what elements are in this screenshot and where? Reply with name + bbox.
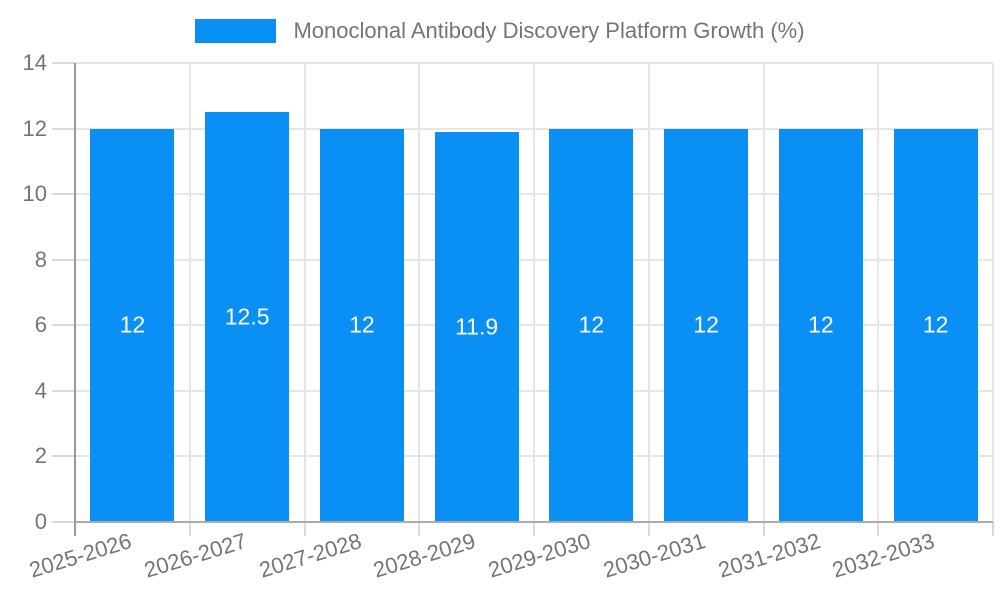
- y-axis-tick: [52, 521, 75, 523]
- x-axis-label-2026-2027: 2026-2027: [141, 528, 250, 583]
- y-axis-tick-label: 2: [34, 443, 47, 469]
- x-axis-baseline: [75, 521, 993, 523]
- gridline-vertical: [647, 63, 650, 522]
- bar-value-label: 12: [693, 311, 719, 338]
- gridline-vertical: [533, 63, 535, 522]
- y-axis-tick-label: 0: [34, 509, 47, 534]
- bar-2030-2031[interactable]: [664, 128, 749, 522]
- bar-value-label: 11.9: [455, 313, 499, 340]
- bar-2031-2032[interactable]: [778, 128, 863, 522]
- y-axis-tick: [52, 193, 75, 196]
- y-axis-tick-label: 12: [22, 115, 47, 141]
- bar-2028-2029[interactable]: [434, 131, 519, 522]
- x-axis-tick: [762, 522, 765, 536]
- y-axis-tick-label: 4: [34, 377, 47, 403]
- x-axis-tick: [188, 522, 191, 536]
- y-axis-tick: [52, 455, 75, 458]
- x-axis-label-2025-2026: 2025-2026: [26, 528, 135, 583]
- x-axis-tick: [303, 522, 306, 536]
- x-axis-label-2028-2029: 2028-2029: [370, 528, 479, 583]
- gridline-vertical: [303, 63, 306, 522]
- gridline-vertical: [762, 63, 765, 522]
- bar-value-label: 12: [349, 311, 375, 338]
- y-axis-tick: [52, 324, 75, 327]
- y-axis-line: [74, 63, 76, 536]
- x-axis-tick: [418, 522, 421, 536]
- bar-value-label: 12: [578, 311, 605, 338]
- bar-2026-2027[interactable]: [205, 112, 290, 522]
- y-axis-tick: [52, 127, 75, 130]
- y-axis-tick: [52, 389, 75, 392]
- y-axis-tick-label: 6: [34, 312, 47, 338]
- x-axis-label-2027-2028: 2027-2028: [255, 528, 364, 583]
- x-axis-label-2030-2031: 2030-2031: [600, 528, 709, 583]
- x-axis-tick: [992, 522, 994, 536]
- x-axis-label-2031-2032: 2031-2032: [714, 528, 823, 583]
- legend[interactable]: Monoclonal Antibody Discovery Platform G…: [0, 18, 1000, 44]
- gridline-vertical: [418, 63, 421, 522]
- y-axis-tick: [52, 62, 75, 64]
- x-axis-tick: [647, 522, 650, 536]
- gridline-vertical: [992, 63, 994, 522]
- bar-value-label: 12: [808, 311, 834, 338]
- bar-value-label: 12: [119, 311, 146, 338]
- y-axis-tick-label: 8: [34, 246, 47, 272]
- legend-swatch: [195, 19, 277, 43]
- y-axis-tick-label: 10: [22, 181, 47, 207]
- legend-label: Monoclonal Antibody Discovery Platform G…: [293, 18, 805, 43]
- gridline-vertical: [188, 63, 191, 522]
- x-axis-label-2032-2033: 2032-2033: [829, 528, 938, 583]
- x-axis-tick: [533, 522, 535, 536]
- x-axis-tick: [877, 522, 880, 536]
- bar-value-label: 12.5: [224, 303, 270, 330]
- y-axis-tick: [52, 258, 75, 261]
- gridline-vertical: [877, 63, 880, 522]
- bar-value-label: 12: [922, 311, 949, 338]
- y-axis-tick-label: 14: [22, 50, 47, 75]
- x-axis-label-2029-2030: 2029-2030: [485, 528, 594, 583]
- bar-2029-2030[interactable]: [549, 128, 634, 522]
- bar-2032-2033[interactable]: [893, 128, 978, 522]
- bar-2027-2028[interactable]: [319, 128, 404, 522]
- bar-2025-2026[interactable]: [90, 128, 175, 522]
